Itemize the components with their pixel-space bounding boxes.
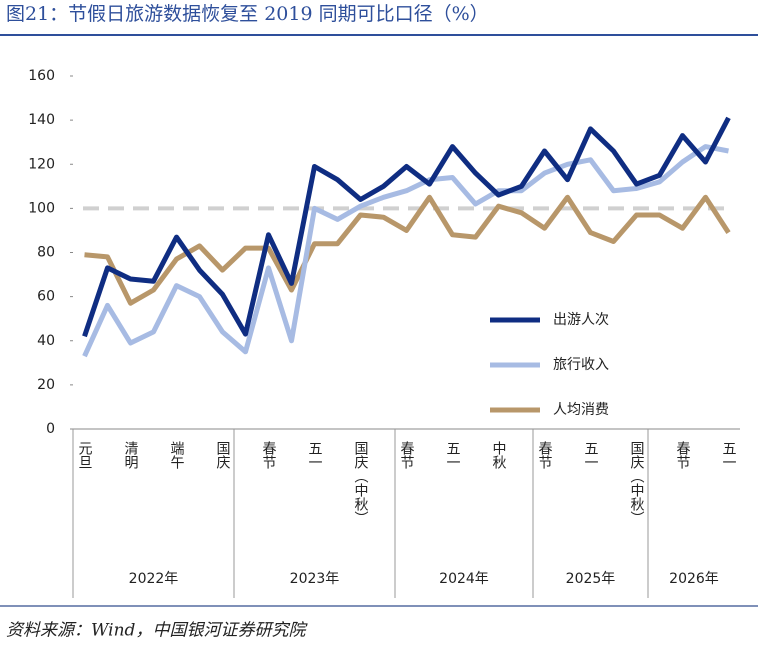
x-tick-label: 春节 [675,441,691,469]
group-label: 2025年 [566,571,616,587]
chart-title: 图21：节假日旅游数据恢复至 2019 同期可比口径（%） [6,3,489,25]
series-line [82,144,729,358]
x-tick-label: 中秋 [491,441,507,469]
group-label: 2026年 [669,571,719,587]
x-tick-label: 五一 [583,441,599,469]
y-tick-label: 20 [37,377,55,393]
y-tick-label: 140 [28,112,55,128]
legend-label: 人均消费 [553,402,609,418]
y-tick-label: 0 [46,421,55,437]
y-tick-label: 40 [37,333,55,349]
legend-label: 旅行收入 [553,357,609,373]
series-line [82,116,731,338]
group-label: 2022年 [129,571,179,587]
x-tick-label: 国庆 [215,441,231,469]
x-tick-label: 元旦 [77,441,93,469]
y-tick-label: 60 [37,289,55,305]
x-tick-label: 国庆（中秋） [353,441,369,525]
x-tick-label: 春节 [261,441,277,469]
y-tick-label: 160 [28,68,55,84]
x-tick-label: 五一 [445,441,461,469]
x-tick-label: 春节 [399,441,415,469]
x-tick-label: 春节 [537,441,553,469]
y-tick-label: 80 [37,245,55,261]
group-label: 2024年 [439,571,489,587]
x-tick-label: 五一 [721,441,737,469]
x-tick-label: 五一 [307,441,323,469]
y-tick-label: 120 [28,156,55,172]
group-label: 2023年 [290,571,340,587]
series-line [84,194,731,306]
x-tick-label: 端午 [169,441,185,469]
legend-label: 出游人次 [553,312,609,328]
x-tick-label: 国庆（中秋） [629,441,645,525]
x-tick-label: 清明 [123,441,139,470]
source-note: 资料来源：Wind，中国银河证券研究院 [6,621,308,641]
y-tick-label: 100 [28,200,55,216]
